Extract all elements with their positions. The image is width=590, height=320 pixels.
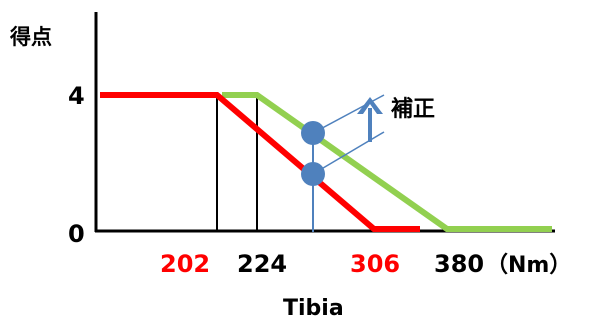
marker-lower — [301, 162, 325, 186]
marker-upper — [301, 121, 325, 145]
y-tick-label-0: 0 — [68, 220, 85, 248]
correction-label: 補正 — [390, 96, 435, 122]
y-tick-label-4: 4 — [68, 82, 85, 110]
red-series-line — [100, 92, 420, 232]
x-tick-label-380: 380 — [434, 250, 484, 278]
x-axis-label: Tibia — [283, 296, 344, 320]
x-unit-label: （Nm） — [486, 253, 571, 278]
x-tick-label-306: 306 — [350, 250, 400, 278]
annotation-leader-upper — [312, 94, 385, 134]
x-tick-label-224: 224 — [237, 250, 287, 278]
x-tick-label-202: 202 — [160, 250, 210, 278]
correction-arrow-icon — [357, 97, 383, 142]
green-series-line — [222, 92, 552, 232]
y-axis-label: 得点 — [9, 25, 52, 49]
annotation-leader-lower — [312, 131, 385, 175]
